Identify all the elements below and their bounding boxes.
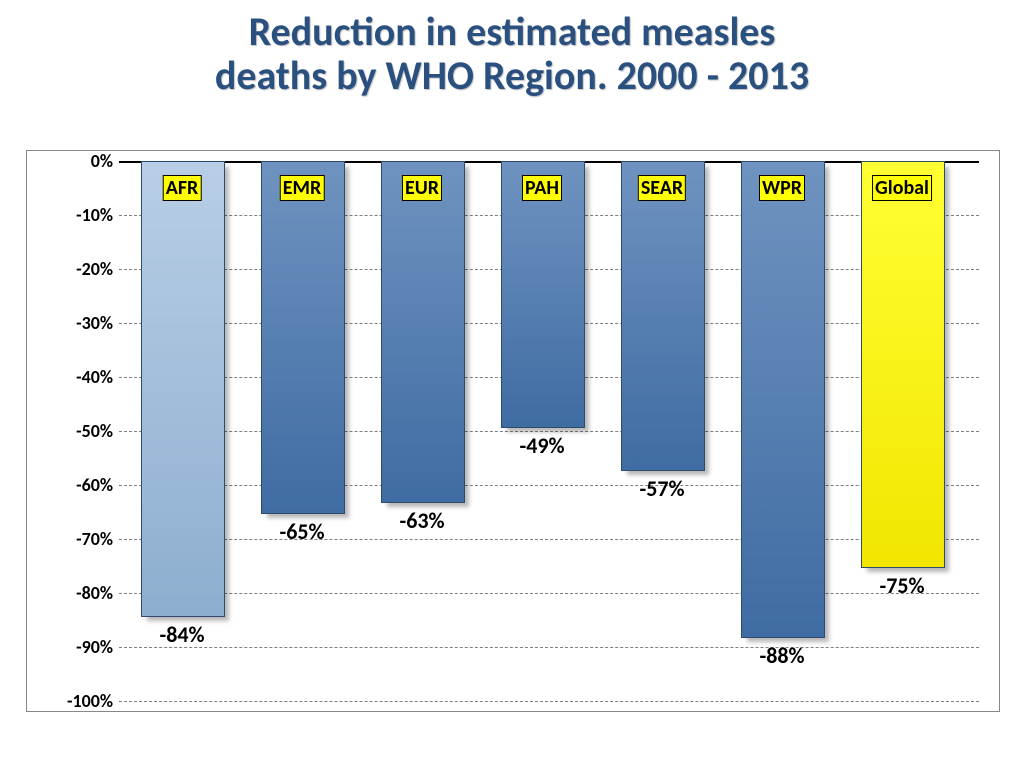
data-label-pah: -49%: [519, 432, 564, 459]
category-label-wpr: WPR: [759, 175, 805, 201]
category-label-eur: EUR: [402, 175, 442, 201]
data-label-emr: -65%: [279, 518, 324, 545]
data-label-wpr: -88%: [759, 642, 804, 669]
gridline: [119, 539, 979, 540]
gridline: [119, 647, 979, 648]
data-label-global: -75%: [879, 572, 924, 599]
data-label-sear: -57%: [639, 475, 684, 502]
y-tick-label: 0%: [91, 150, 119, 172]
bar-afr: [141, 161, 225, 617]
bar-global: [861, 161, 945, 568]
y-tick-label: -40%: [76, 366, 119, 388]
category-label-sear: SEAR: [638, 175, 686, 201]
y-tick-label: -70%: [76, 528, 119, 550]
plot-area: 0%-10%-20%-30%-40%-50%-60%-70%-80%-90%-1…: [119, 161, 979, 701]
category-label-pah: PAH: [522, 175, 562, 201]
y-tick-label: -20%: [76, 258, 119, 280]
y-tick-label: -80%: [76, 582, 119, 604]
chart-frame: 0% -10% -20% -30% -40% -50% -60% -70% -80% -90% -1…: [26, 150, 1000, 712]
title-line-2: deaths by WHO Region. 2000 - 2013: [0, 54, 1024, 98]
y-tick-label: -10%: [76, 204, 119, 226]
bar-sear: [621, 161, 705, 471]
y-tick-label: -60%: [76, 474, 119, 496]
gridline: [119, 701, 979, 702]
category-label-afr: AFR: [163, 175, 202, 201]
category-label-emr: EMR: [280, 175, 325, 201]
title-line-1: Reduction in estimated measles: [0, 10, 1024, 54]
gridline: [119, 593, 979, 594]
bar-wpr: [741, 161, 825, 638]
data-label-eur: -63%: [399, 507, 444, 534]
page-title: Reduction in estimated measles deaths by…: [0, 0, 1024, 98]
y-tick-label: -100%: [67, 690, 119, 712]
bar-eur: [381, 161, 465, 503]
y-tick-label: -90%: [76, 636, 119, 658]
data-label-afr: -84%: [159, 621, 204, 648]
gridline: [119, 485, 979, 486]
category-label-global: Global: [872, 175, 932, 201]
y-tick-label: -30%: [76, 312, 119, 334]
bar-emr: [261, 161, 345, 514]
y-tick-label: -50%: [76, 420, 119, 442]
